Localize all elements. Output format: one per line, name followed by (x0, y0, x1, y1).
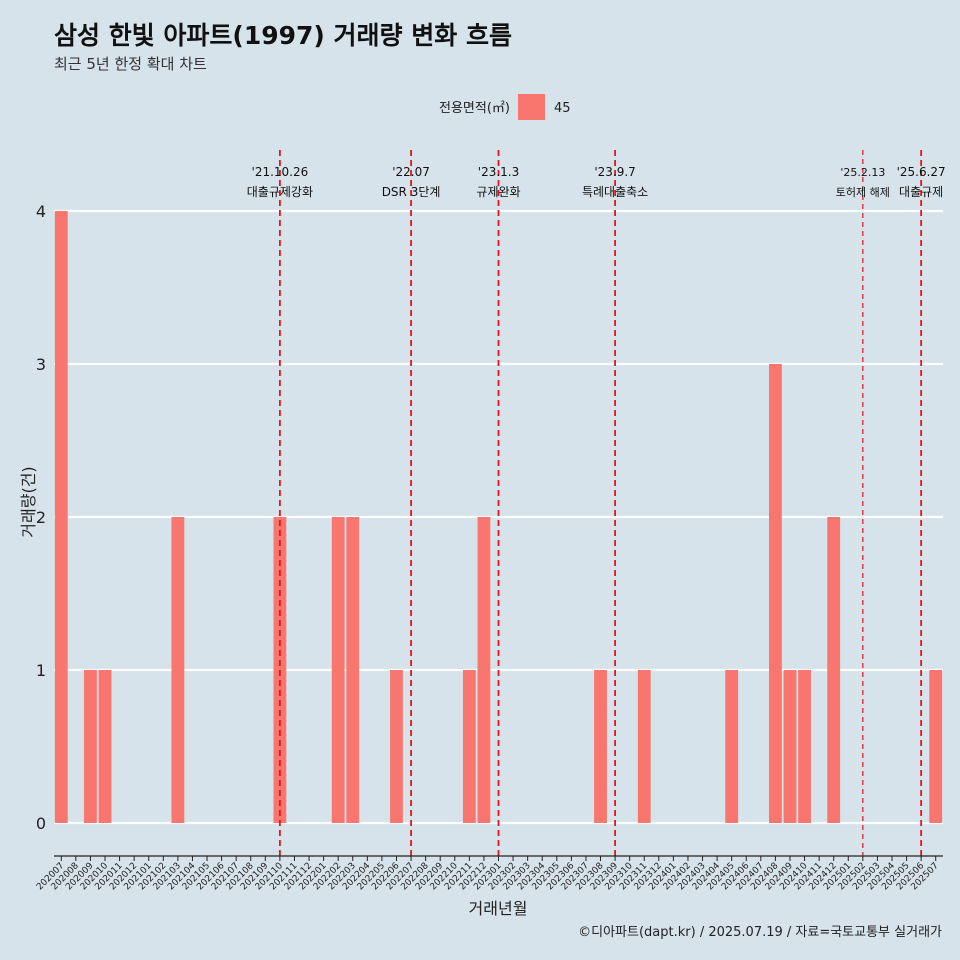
bar-202211 (462, 670, 476, 823)
bar-202412 (827, 517, 841, 823)
bar-202206 (390, 670, 403, 823)
bar-202311 (637, 670, 651, 823)
x-axis: 2020072020082020092020102020112020122021… (35, 855, 943, 892)
y-tick-label: 2 (36, 508, 46, 527)
event-label: 대출규제 (899, 185, 943, 199)
legend-key-45 (518, 94, 545, 120)
event-date: '25.2.13 (840, 166, 885, 179)
event-label: 특례대출축소 (582, 185, 648, 199)
legend-title: 전용면적(㎡) (439, 101, 510, 116)
event-date: '22.07 (392, 165, 430, 179)
y-axis-title: 거래량(건) (19, 466, 38, 537)
bars (54, 211, 943, 823)
bar-202409 (783, 670, 797, 823)
y-tick-label: 0 (36, 814, 46, 833)
legend: 전용면적(㎡) 45 (439, 94, 571, 120)
event-label: 규제완화 (476, 185, 520, 199)
y-tick-label: 1 (36, 661, 46, 680)
bar-202009 (84, 670, 97, 823)
bar-202308 (594, 670, 607, 823)
y-tick-label: 4 (36, 202, 46, 221)
bar-202405 (725, 670, 739, 823)
legend-label-45: 45 (554, 101, 571, 116)
y-axis: 0 1 2 3 4 (36, 202, 46, 833)
bar-202410 (798, 670, 811, 823)
event-lines: '21.10.26 대출규제강화 '22.07 DSR 3단계 '23.1.3 규제완화 '… (247, 150, 946, 856)
event-label: 대출규제강화 (247, 185, 313, 199)
bar-202103 (171, 517, 185, 823)
bar-202202 (331, 517, 345, 823)
event-label: 토허제 해제 (836, 185, 890, 199)
source-caption: ©디아파트(dapt.kr) / 2025.07.19 / 자료=국토교통부 실… (578, 925, 942, 940)
bar-202408 (768, 364, 782, 823)
event-label: DSR 3단계 (382, 185, 441, 199)
chart-title: 삼성 한빛 아파트(1997) 거래량 변화 흐름 (54, 21, 512, 50)
bar-202010 (98, 670, 112, 823)
bar-202212 (477, 517, 491, 823)
chart-subtitle: 최근 5년 한정 확대 차트 (54, 55, 207, 73)
bar-202007 (54, 211, 68, 823)
event-date: '23.9.7 (594, 165, 635, 179)
bar-202203 (346, 517, 360, 823)
event-date: '25.6.27 (897, 165, 946, 179)
event-date: '23.1.3 (478, 165, 519, 179)
x-axis-title: 거래년월 (469, 899, 528, 918)
bar-202507 (929, 670, 943, 823)
event-date: '21.10.26 (252, 165, 309, 179)
y-tick-label: 3 (36, 355, 46, 374)
